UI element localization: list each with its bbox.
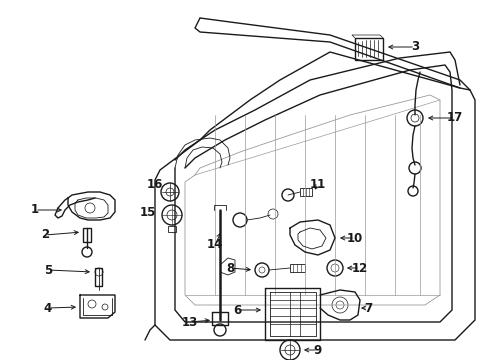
Text: 3: 3: [410, 40, 418, 54]
Text: 11: 11: [309, 179, 325, 192]
Bar: [168, 226, 176, 232]
Text: 8: 8: [225, 261, 234, 274]
Bar: [95, 268, 102, 286]
Text: 4: 4: [44, 301, 52, 315]
Text: 10: 10: [346, 231, 363, 244]
Text: 17: 17: [446, 112, 462, 125]
Text: 9: 9: [313, 343, 322, 356]
Text: 7: 7: [363, 301, 371, 315]
Text: 14: 14: [206, 238, 223, 252]
Text: 5: 5: [44, 264, 52, 276]
Text: 13: 13: [182, 315, 198, 328]
Bar: [83, 228, 91, 242]
Text: 6: 6: [232, 303, 241, 316]
Bar: [354, 38, 382, 60]
Text: 16: 16: [146, 179, 163, 192]
Text: 15: 15: [140, 207, 156, 220]
Text: 1: 1: [31, 203, 39, 216]
Bar: [299, 188, 311, 196]
Text: 12: 12: [351, 261, 367, 274]
Bar: [289, 264, 305, 272]
Text: 2: 2: [41, 229, 49, 242]
